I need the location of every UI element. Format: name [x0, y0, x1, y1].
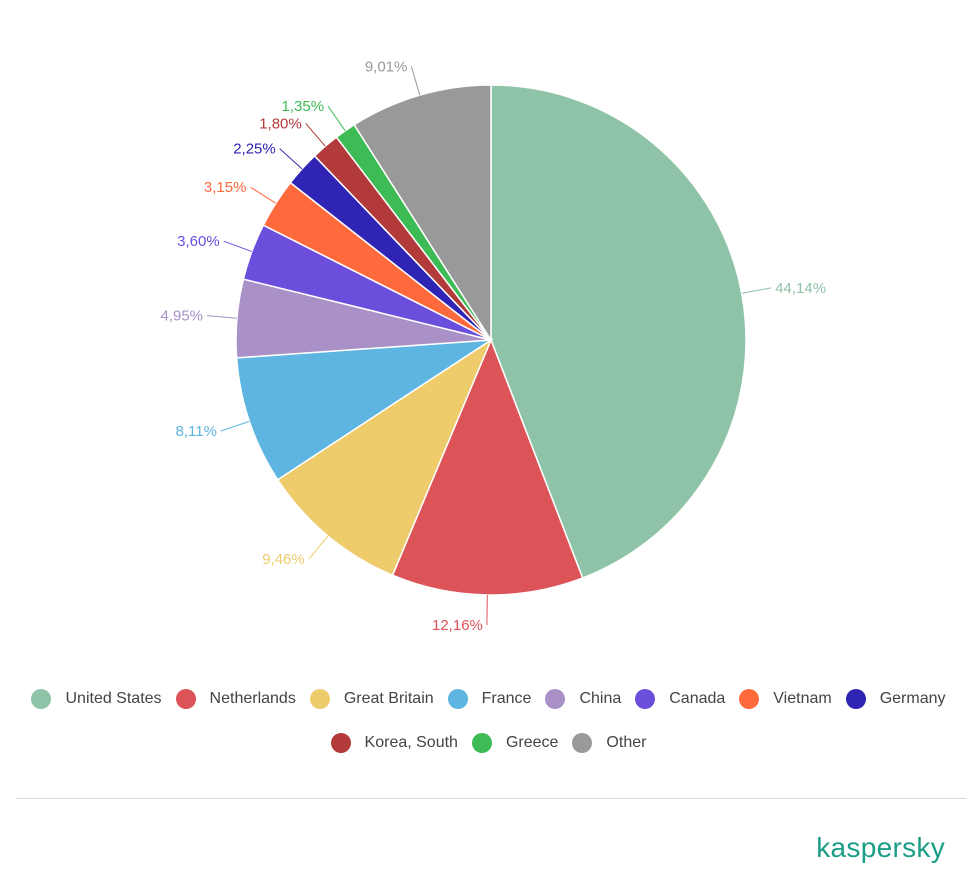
- percentage-label: 9,46%: [262, 551, 305, 568]
- legend-item-france: France: [447, 689, 532, 709]
- leader-line: [279, 148, 303, 170]
- legend-item-netherlands: Netherlands: [175, 689, 296, 709]
- leader-line: [305, 123, 326, 147]
- leader-line: [223, 240, 252, 253]
- legend-row-2: Korea, South Greece Other: [0, 733, 977, 753]
- pie-slice-great-britain: [276, 338, 493, 577]
- percentage-label: 1,80%: [259, 115, 302, 132]
- leader-line: [206, 315, 237, 319]
- legend-label: Canada: [669, 690, 726, 707]
- legend-item-germany: Germany: [845, 689, 946, 709]
- leader-line: [308, 535, 329, 560]
- percentage-label: 1,35%: [282, 98, 325, 115]
- legend-item-canada: Canada: [635, 689, 725, 709]
- pie-slices: [235, 84, 747, 596]
- percentage-label: 9,01%: [365, 58, 408, 75]
- legend-label: Other: [606, 734, 647, 751]
- legend-swatch: [31, 689, 52, 709]
- legend-swatch: [635, 689, 656, 709]
- percentage-label: 8,11%: [175, 423, 216, 440]
- legend-swatch: [330, 733, 351, 753]
- percentage-labels: 44,14% 12,16% 9,46% 8,11% 4,95% 3,60% 3,15% 2,2…: [160, 58, 826, 634]
- label-leader-lines: [206, 66, 772, 625]
- percentage-label: 4,95%: [160, 308, 203, 325]
- legend-swatch: [845, 689, 866, 709]
- leader-line: [410, 66, 421, 96]
- percentage-label: 12,16%: [432, 617, 483, 634]
- legend-swatch: [447, 689, 468, 709]
- legend-swatch: [309, 689, 330, 709]
- pie-slice-other: [353, 84, 492, 343]
- legend-swatch: [545, 689, 566, 709]
- kaspersky-logo: kaspersky: [816, 832, 945, 863]
- pie-slice-france: [235, 339, 494, 481]
- legend-item-china: China: [545, 689, 621, 709]
- legend-label: Netherlands: [209, 690, 296, 707]
- legend-label: China: [579, 690, 622, 707]
- legend-label: Germany: [879, 690, 946, 707]
- legend-label: Vietnam: [773, 690, 832, 707]
- footer-divider: [16, 798, 966, 799]
- leader-line: [741, 287, 772, 294]
- legend-swatch: [175, 689, 196, 709]
- percentage-label: 3,15%: [204, 179, 247, 196]
- legend-label: Greece: [505, 734, 559, 751]
- legend-label: United States: [65, 690, 162, 707]
- leader-line: [327, 105, 346, 132]
- legend-item-great-britain: Great Britain: [309, 689, 434, 709]
- legend-item-united-states: United States: [31, 689, 162, 709]
- legend-swatch: [471, 733, 492, 753]
- legend-item-korea-south: Korea, South: [330, 733, 458, 753]
- legend-item-greece: Greece: [471, 733, 559, 753]
- percentage-label: 3,60%: [177, 233, 220, 250]
- leader-line: [220, 420, 250, 432]
- percentage-label: 44,14%: [775, 280, 826, 297]
- legend-row-1: United States Netherlands Great Britain …: [0, 689, 977, 709]
- legend-label: France: [481, 690, 532, 707]
- pie-slice-netherlands: [391, 337, 584, 596]
- legend-swatch: [572, 733, 593, 753]
- leader-line: [250, 186, 277, 204]
- legend-label: Great Britain: [343, 690, 434, 707]
- pie-chart: 44,14% 12,16% 9,46% 8,11% 4,95% 3,60% 3,15% 2,2…: [160, 58, 826, 634]
- pie-slice-united-states: [490, 84, 747, 579]
- legend-item-other: Other: [572, 733, 646, 753]
- legend-item-vietnam: Vietnam: [739, 689, 832, 709]
- legend-label: Korea, South: [364, 734, 458, 751]
- legend-swatch: [739, 689, 760, 709]
- percentage-label: 2,25%: [233, 141, 276, 158]
